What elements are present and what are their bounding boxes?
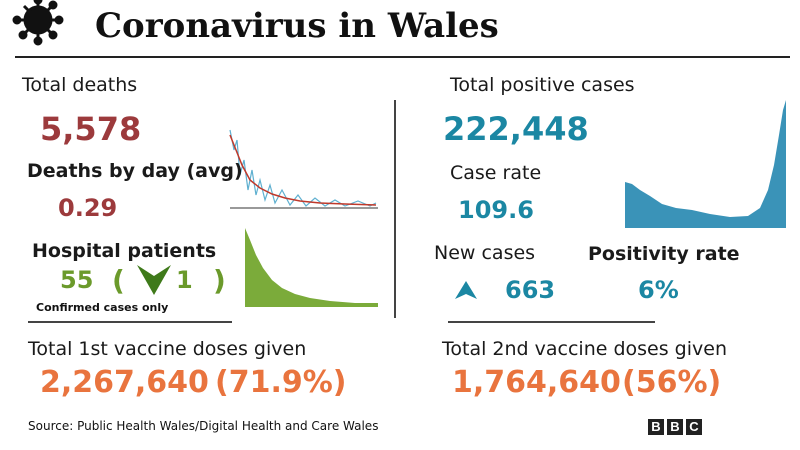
note: Confirmed cases only xyxy=(36,301,169,314)
value: 109.6 xyxy=(458,196,534,224)
percent: (71.9%) xyxy=(215,365,347,400)
label: Total positive cases xyxy=(450,74,635,96)
label: Positivity rate xyxy=(588,243,740,265)
cases-sparkline xyxy=(625,100,786,228)
deaths-sparkline xyxy=(229,129,378,209)
label: Total deaths xyxy=(22,74,138,96)
title: Coronavirus in Wales xyxy=(95,6,499,46)
value: 222,448 xyxy=(443,110,589,148)
label: New cases xyxy=(434,242,536,264)
value: 5,578 xyxy=(40,110,142,148)
source: Source: Public Health Wales/Digital Heal… xyxy=(28,419,379,433)
logo-letter: C xyxy=(686,419,702,435)
paren: ( xyxy=(112,264,125,297)
change: 1 xyxy=(176,266,193,294)
value: 0.29 xyxy=(58,194,118,222)
label: Hospital patients xyxy=(32,240,217,262)
value: 663 xyxy=(505,276,556,304)
logo-letter: B xyxy=(667,419,683,435)
logo-letter: B xyxy=(648,419,664,435)
value: 1,764,640 xyxy=(452,365,621,400)
paren: ) xyxy=(213,264,226,297)
label: Case rate xyxy=(450,162,542,184)
hospital-sparkline xyxy=(245,228,378,307)
label: Deaths by day (avg) xyxy=(27,160,243,182)
virus-icon xyxy=(12,0,64,46)
percent: (56%) xyxy=(622,365,722,400)
hospital-arrow xyxy=(137,265,171,295)
label: Total 1st vaccine doses given xyxy=(28,338,307,360)
label: Total 2nd vaccine doses given xyxy=(442,338,727,360)
value: 55 xyxy=(60,266,94,294)
new-cases-arrow xyxy=(455,281,477,299)
value: 2,267,640 xyxy=(40,365,209,400)
value: 6% xyxy=(638,276,679,304)
